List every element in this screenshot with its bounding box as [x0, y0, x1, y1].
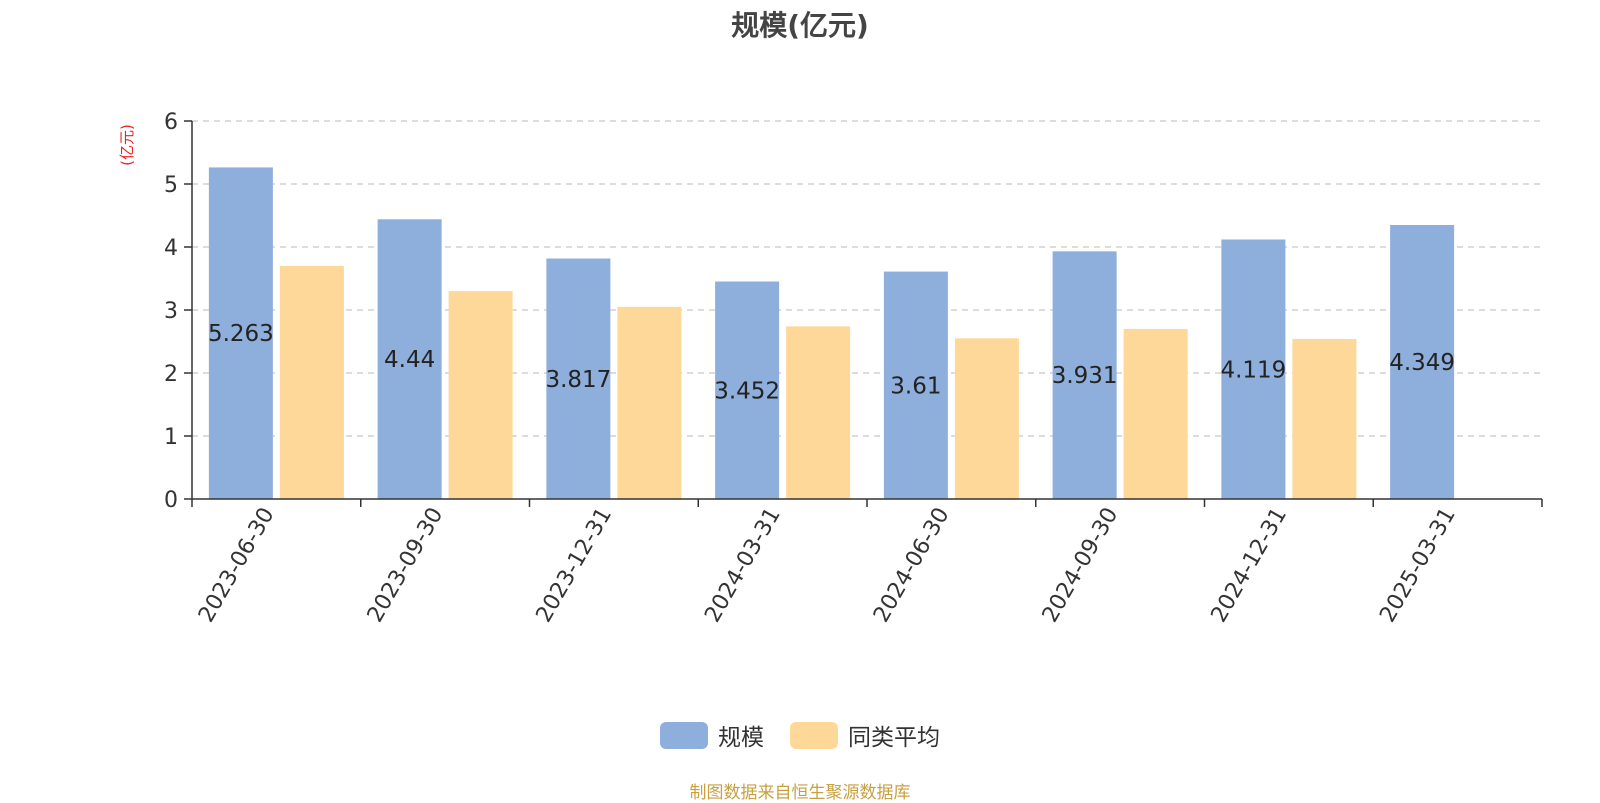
y-axis-label: (亿元): [118, 124, 136, 166]
x-tick-label: 2024-12-31: [1206, 504, 1292, 627]
legend-swatch: [660, 721, 708, 749]
x-tick-label: 2025-03-31: [1375, 504, 1461, 627]
bar-value-label: 3.61: [890, 373, 941, 399]
legend-label: 同类平均: [848, 725, 940, 751]
y-tick-label: 0: [164, 488, 178, 513]
bar-scale: [1390, 225, 1455, 499]
bar-chart: 0 1 2 3 4 5 6 2023-06-30 2023-09-30 2023-12-31 202…: [118, 110, 1543, 627]
bars: [208, 167, 1455, 500]
x-tick-label: 2024-03-31: [700, 504, 786, 627]
bar-peer-average: [1292, 338, 1357, 499]
bar-value-label: 3.931: [1052, 363, 1118, 389]
bar-peer-average: [448, 291, 513, 499]
legend-label: 规模: [718, 725, 764, 751]
legend-item[interactable]: 规模: [660, 718, 764, 752]
data-labels: 5.263 4.44 3.817 3.452 3.61 3.931 4.119 4.349: [208, 321, 1455, 404]
bar-scale: [715, 281, 780, 499]
bar-scale: [377, 219, 442, 499]
y-tick-label: 2: [164, 362, 178, 387]
bar-scale: [883, 271, 948, 499]
bar-scale: [1052, 251, 1117, 499]
legend-swatch: [790, 721, 838, 749]
bar-peer-average: [1123, 328, 1188, 499]
bar-value-label: 4.349: [1389, 350, 1455, 376]
bar-scale: [546, 258, 611, 499]
y-tick-label: 4: [164, 236, 178, 261]
legend-item[interactable]: 同类平均: [790, 718, 940, 752]
x-tick-label: 2024-09-30: [1038, 504, 1124, 627]
bar-peer-average: [279, 265, 344, 499]
bar-value-label: 5.263: [208, 321, 274, 347]
legend: 规模 同类平均: [0, 718, 1600, 752]
bar-value-label: 3.817: [545, 367, 611, 393]
bar-peer-average: [617, 306, 682, 499]
source-note: 制图数据来自恒生聚源数据库: [689, 783, 911, 803]
x-tick-label: 2024-06-30: [869, 504, 955, 627]
x-tick-label: 2023-09-30: [363, 504, 449, 627]
y-tick-label: 5: [164, 173, 178, 198]
y-tick-label: 6: [164, 110, 178, 135]
chart-title: 规模(亿元): [731, 9, 869, 42]
bar-value-label: 3.452: [714, 378, 780, 404]
bar-scale: [1221, 239, 1286, 500]
y-tick-label: 3: [164, 299, 178, 324]
bar-peer-average: [786, 326, 851, 499]
bar-value-label: 4.119: [1220, 357, 1286, 383]
bar-value-label: 4.44: [384, 347, 435, 373]
x-tick-label: 2023-06-30: [194, 504, 280, 627]
bar-scale: [208, 167, 273, 499]
bar-peer-average: [954, 338, 1019, 499]
y-tick-label: 1: [164, 425, 178, 450]
x-tick-label: 2023-12-31: [531, 504, 617, 627]
